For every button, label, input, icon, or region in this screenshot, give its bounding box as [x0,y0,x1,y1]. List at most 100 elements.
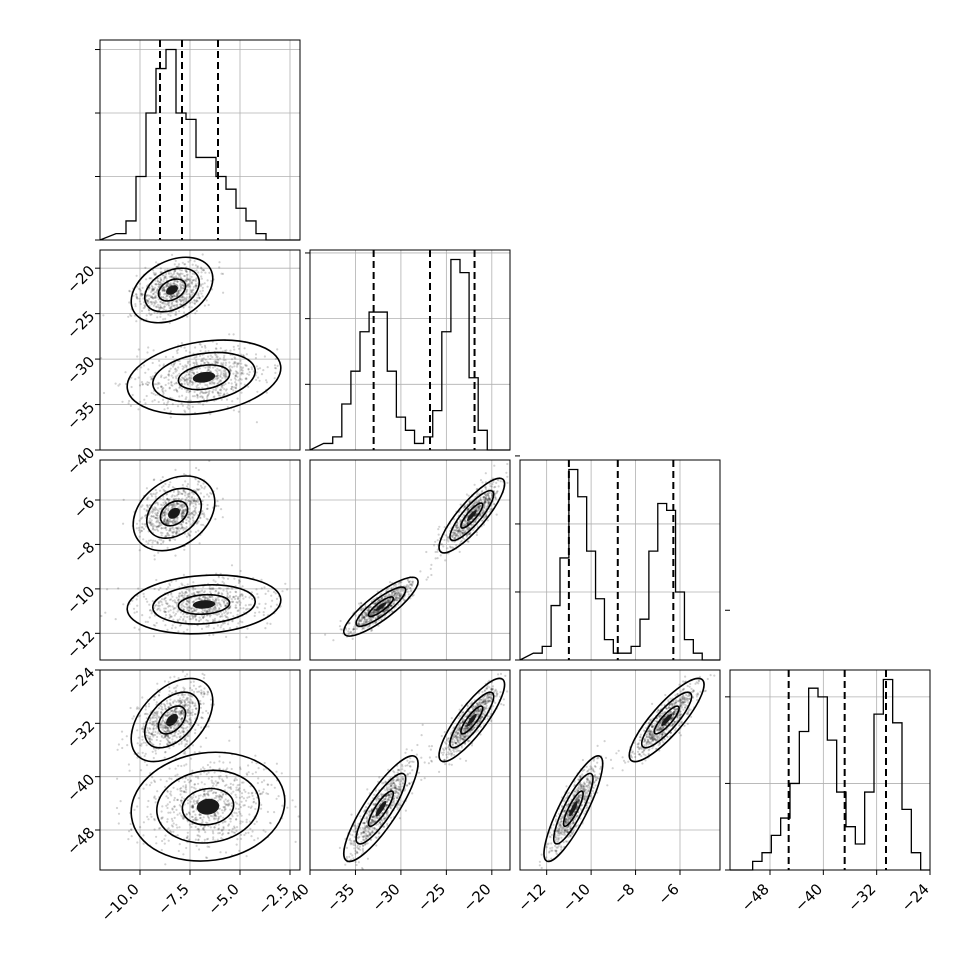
scatter-point [181,712,184,715]
scatter-point [148,732,151,735]
scatter-point [169,704,172,707]
scatter-point [393,590,396,593]
scatter-point [135,293,138,296]
scatter-point [175,579,178,582]
scatter-point [229,369,232,372]
density-peak [467,510,477,522]
scatter-point [183,274,186,277]
scatter-point [162,511,165,515]
scatter-point [156,316,159,319]
scatter-point [361,616,364,619]
scatter-point [180,280,183,284]
scatter-point [196,522,199,525]
scatter-point [458,529,461,532]
scatter-point [167,313,170,316]
scatter-point [175,700,178,703]
scatter-point [165,376,168,379]
scatter-point [247,368,250,371]
scatter-point [179,303,182,306]
scatter-point [198,598,201,601]
scatter-point [187,407,190,410]
scatter-point [396,598,399,602]
scatter-point [162,520,166,523]
scatter-point [131,717,134,720]
scatter-point [206,369,209,372]
scatter-point [160,527,163,530]
scatter-point [192,588,195,591]
scatter-point [195,355,198,359]
scatter-point [181,287,184,290]
scatter-point [230,358,234,361]
scatter-point [150,291,153,294]
scatter-point [212,579,215,582]
scatter-point [460,518,463,522]
scatter-point [368,608,371,611]
scatter-point [396,592,399,596]
scatter-point [185,719,188,722]
scatter-point [222,589,225,592]
scatter-point [174,686,177,689]
scatter-point [148,539,151,542]
scatter-point [465,535,468,538]
scatter-point [453,529,456,532]
scatter-point [474,508,477,511]
scatter-point [157,305,160,308]
scatter-point [483,500,486,503]
scatter-point [226,392,229,395]
scatter-point [487,497,491,500]
scatter-point [485,499,488,502]
scatter-point [141,727,144,731]
scatter-point [358,619,361,622]
scatter-point [463,505,467,508]
scatter-point [199,706,202,709]
scatter-point [193,592,196,595]
scatter-point [219,603,222,606]
scatter-point [168,534,171,537]
scatter-point [172,726,176,729]
scatter-point [179,285,183,288]
scatter-point [245,636,248,639]
scatter-point [163,726,166,729]
scatter-point [145,764,149,767]
scatter-point [149,521,152,524]
scatter-point [176,293,179,296]
scatter-point [173,495,176,498]
scatter-point [155,604,158,607]
scatter-point [187,492,190,496]
scatter-point [183,263,186,266]
scatter-point [177,724,180,727]
scatter-point [235,594,238,598]
scatter-point [150,738,153,741]
scatter-point [226,591,229,595]
scatter-point [178,359,181,363]
scatter-point [181,511,184,514]
scatter-point [168,539,171,542]
scatter-point [150,515,153,518]
scatter-point [194,510,197,514]
scatter-point [181,497,184,500]
scatter-point [233,362,236,365]
scatter-point [241,621,244,624]
scatter-point [167,499,170,502]
scatter-point [170,381,173,384]
hist-step-line [519,468,720,661]
scatter-point [177,527,180,531]
scatter-point [166,519,169,522]
scatter-point [152,304,155,307]
scatter-point [195,488,198,491]
scatter-point [173,710,176,713]
scatter-point [182,727,185,730]
scatter-point [179,288,182,291]
scatter-point [220,371,223,374]
scatter-point [464,520,467,523]
scatter-point [182,510,185,513]
scatter-point [154,272,157,275]
scatter-point [180,604,183,607]
scatter-point [212,396,215,399]
scatter-point [239,607,242,610]
scatter-point [168,598,171,601]
scatter-point [458,530,461,533]
scatter-point [362,620,366,623]
scatter-point [363,613,367,616]
scatter-point [166,702,169,705]
